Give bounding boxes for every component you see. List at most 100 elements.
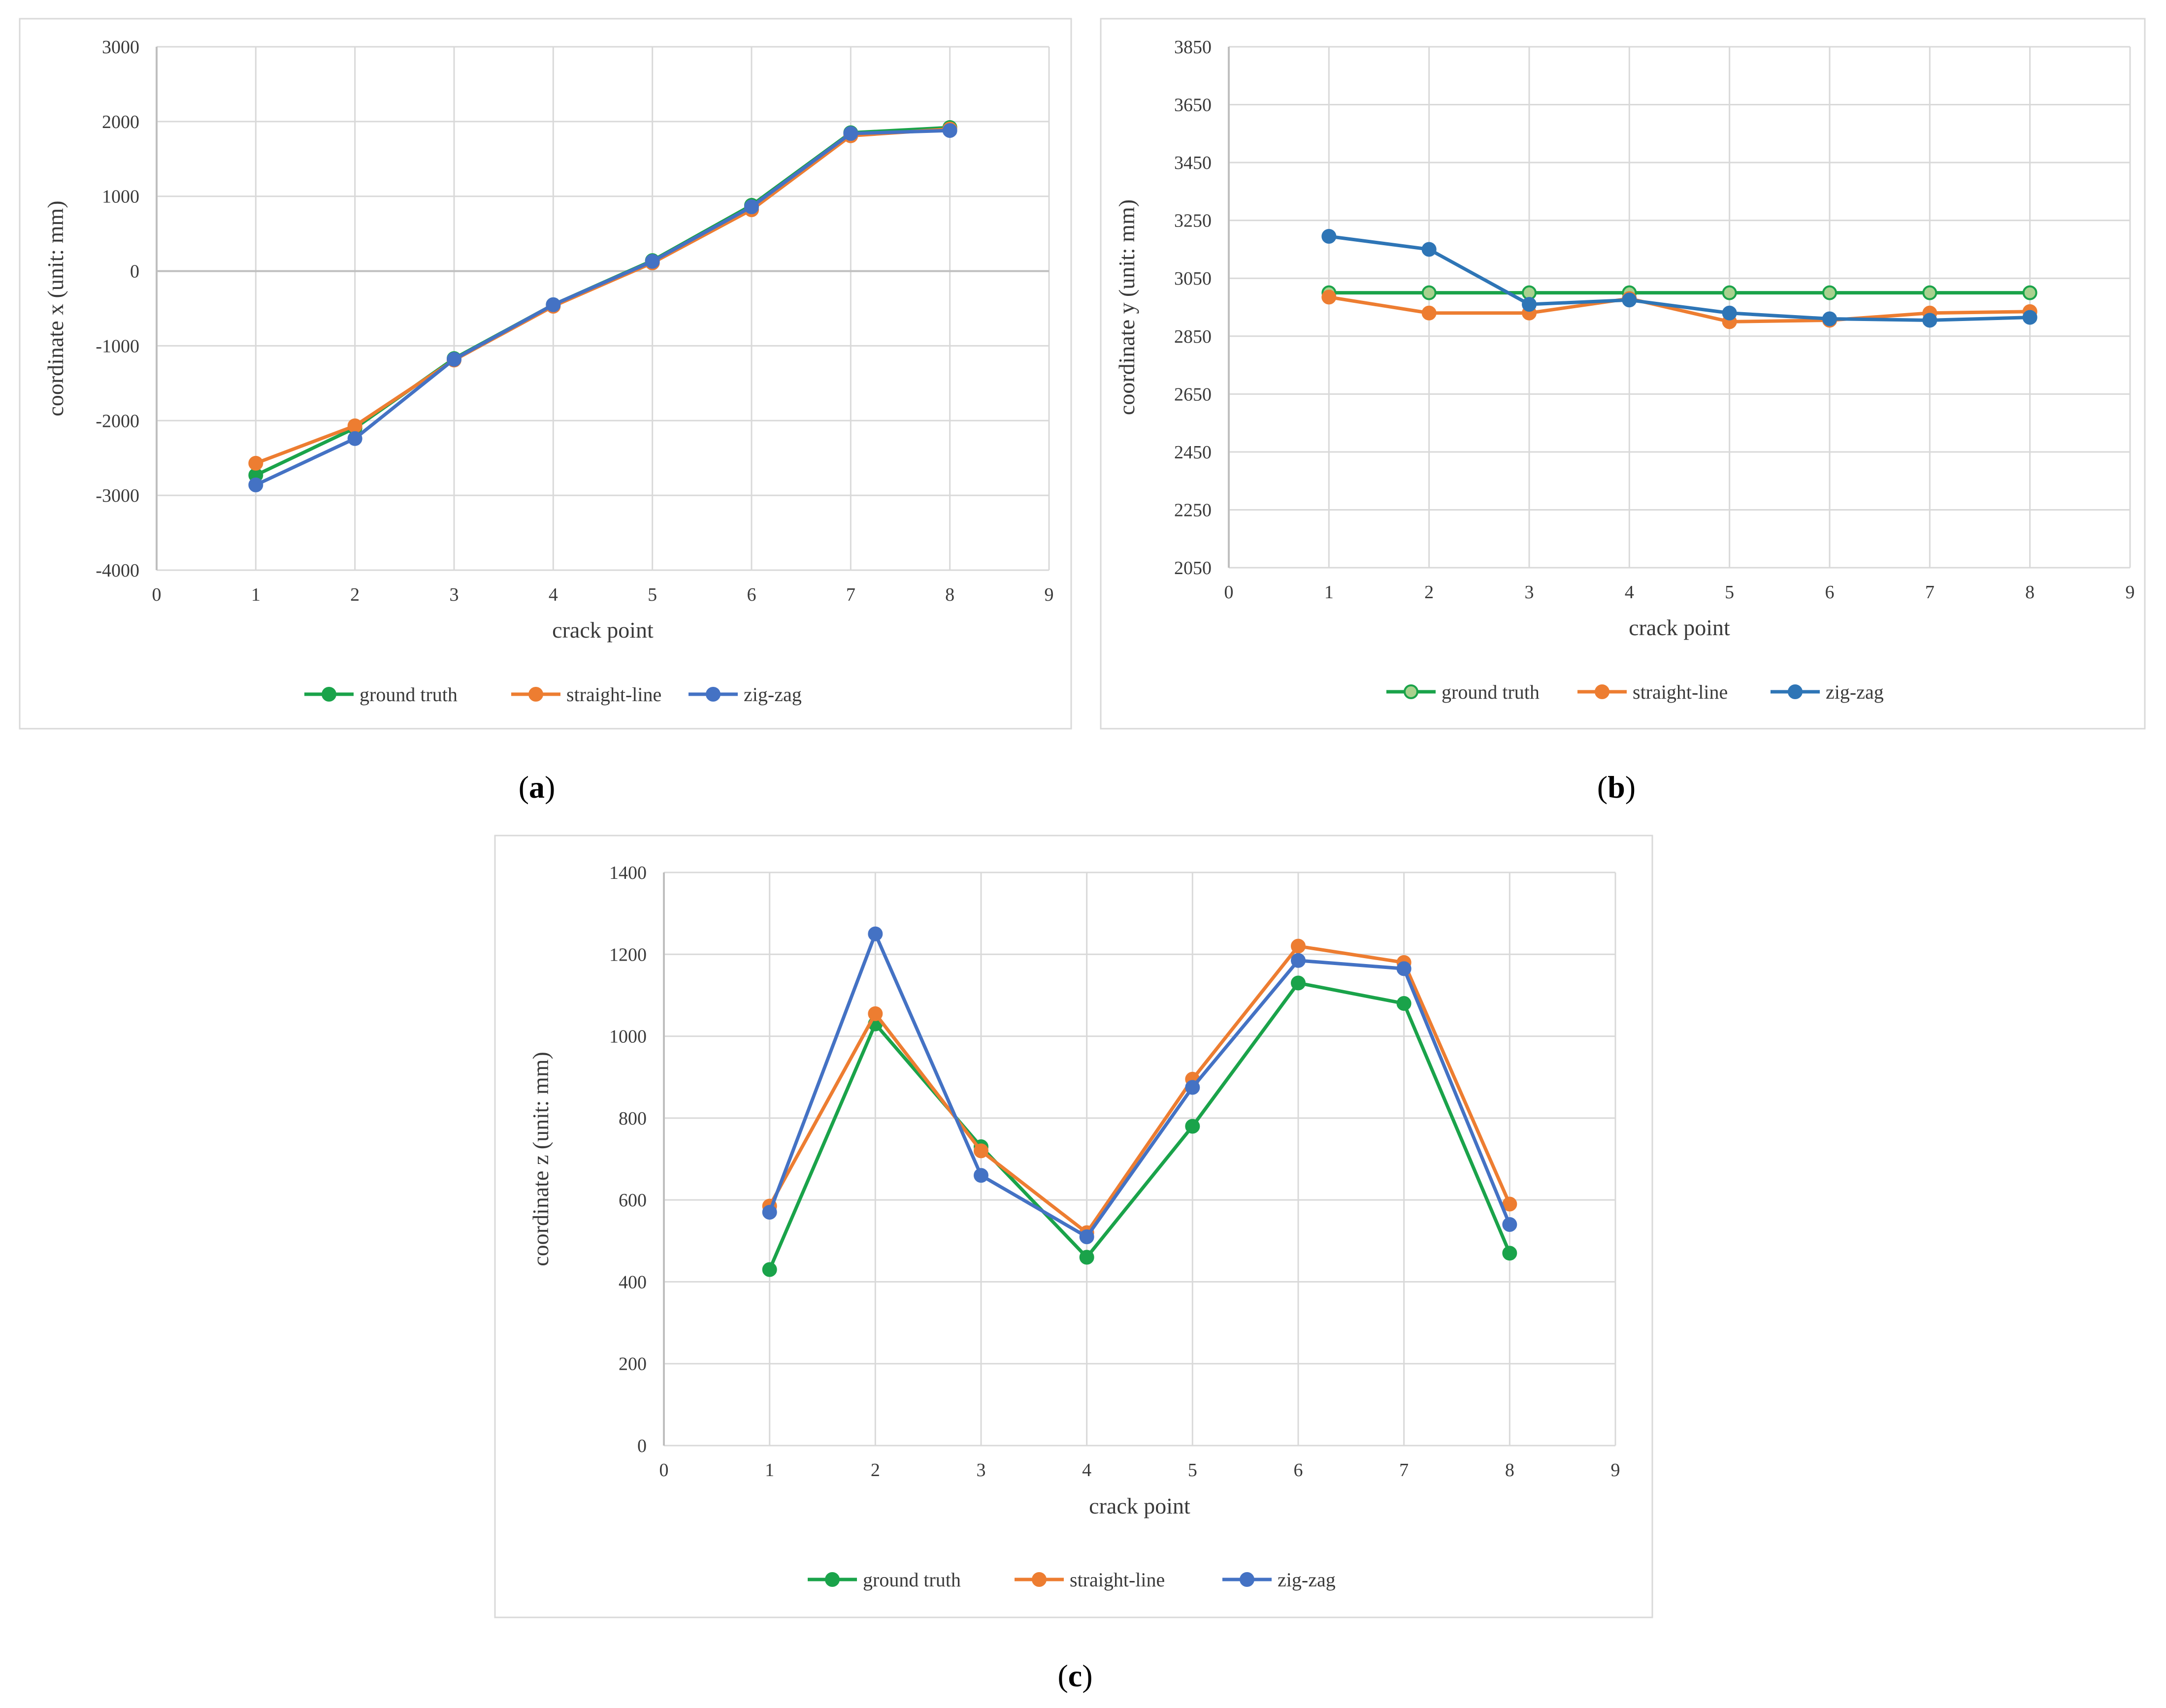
- y-tick-label: -3000: [96, 485, 139, 506]
- legend-label: straight-line: [566, 683, 661, 706]
- legend-item-straight-line: straight-line: [511, 683, 661, 706]
- data-point: [1421, 242, 1437, 257]
- data-point: [868, 926, 883, 941]
- y-tick-label: 3050: [1174, 268, 1212, 289]
- data-point: [1421, 305, 1437, 321]
- data-point: [762, 1262, 777, 1277]
- x-tick-label: 7: [1925, 582, 1935, 603]
- legend-item-ground-truth: ground truth: [1386, 681, 1540, 703]
- x-tick-label: 3: [977, 1460, 986, 1481]
- legend: ground truth straight-line zig-zag: [304, 683, 802, 706]
- panel-label-close-paren: ): [1082, 1658, 1092, 1693]
- x-tick-label: 6: [1825, 582, 1835, 603]
- x-axis-title: crack point: [1629, 615, 1730, 640]
- legend-label: straight-line: [1633, 681, 1728, 703]
- legend-marker: [322, 687, 336, 702]
- y-tick-label: 2450: [1174, 442, 1212, 463]
- x-tick-label: 3: [1525, 582, 1534, 603]
- legend-item-zig-zag: zig-zag: [689, 683, 802, 706]
- panel-label-open-paren: (: [1597, 770, 1608, 805]
- legend-marker: [1404, 684, 1418, 699]
- x-axis-title: crack point: [552, 617, 654, 643]
- x-tick-label: 9: [2126, 582, 2135, 603]
- legend-item-straight-line: straight-line: [1015, 1569, 1165, 1591]
- panel-label-close-paren: ): [545, 770, 555, 805]
- x-tick-label: 2: [1424, 582, 1434, 603]
- series-line: [768, 932, 1511, 1239]
- legend-marker: [1595, 684, 1609, 699]
- y-tick-label: 2650: [1174, 384, 1212, 405]
- x-tick-label: 9: [1611, 1460, 1620, 1481]
- x-tick-label: 0: [152, 584, 162, 605]
- data-point: [447, 352, 461, 367]
- legend-item-zig-zag: zig-zag: [1771, 681, 1884, 703]
- legend-item-straight-line: straight-line: [1577, 681, 1728, 703]
- chart-frame: [1100, 18, 2146, 730]
- x-tick-label: 8: [1505, 1460, 1514, 1481]
- legend-label: ground truth: [863, 1569, 961, 1591]
- panel-label: (a): [519, 770, 556, 805]
- y-tick-label: 1000: [609, 1027, 647, 1047]
- data-point: [1502, 1217, 1517, 1232]
- legend: ground truth straight-line zig-zag: [1386, 681, 1884, 703]
- x-tick-label: 0: [1224, 582, 1234, 603]
- x-tick-label: 1: [251, 584, 261, 605]
- y-tick-label: 2050: [1174, 558, 1212, 579]
- data-point: [843, 126, 858, 141]
- y-tick-label: -2000: [96, 411, 139, 431]
- gridlines: [663, 871, 1616, 1447]
- legend-label: zig-zag: [1278, 1569, 1336, 1591]
- y-tick-label: 3850: [1174, 37, 1212, 58]
- x-tick-label: 5: [648, 584, 657, 605]
- x-tick-labels: 0 1 2 3 4 5 6 7 8 9: [152, 584, 1054, 605]
- y-tick-label: 600: [619, 1190, 647, 1211]
- chart-panel-b: 2050225024502650285030503250345036503850…: [1100, 18, 2146, 805]
- chart-frame: [494, 835, 1653, 1618]
- x-tick-label: 1: [1324, 582, 1334, 603]
- y-axis-title: coordinate y (unit: mm): [1114, 199, 1139, 415]
- x-tick-label: 6: [747, 584, 756, 605]
- legend-marker: [528, 687, 543, 702]
- data-point: [1922, 313, 1937, 328]
- series-line: [768, 944, 1511, 1235]
- data-point: [1321, 290, 1337, 305]
- data-point: [248, 477, 263, 492]
- y-tick-label: 1200: [609, 944, 647, 965]
- data-point: [347, 431, 362, 446]
- data-point: [1622, 292, 1637, 308]
- y-tick-label: 3250: [1174, 211, 1212, 231]
- chart-panel-a: -4000 -3000 -2000 -1000 0 1000 2000 3000 0 1 2 3 4 5 6…: [19, 18, 1072, 805]
- data-point: [248, 455, 263, 471]
- legend-label: zig-zag: [744, 683, 802, 706]
- legend-label: zig-zag: [1826, 681, 1884, 703]
- legend-item-ground-truth: ground truth: [808, 1569, 961, 1591]
- data-point: [1396, 961, 1411, 976]
- y-tick-label: 2000: [102, 112, 139, 132]
- y-tick-label: 3450: [1174, 153, 1212, 173]
- x-axis-title: crack point: [1089, 1493, 1190, 1518]
- panel-label-open-paren: (: [519, 770, 529, 805]
- y-tick-label: 200: [619, 1354, 647, 1375]
- y-tick-labels: 2050 2250 2450 2650 2850 3050 3250 3450 3650 3850: [1174, 37, 1212, 579]
- y-tick-label: 2250: [1174, 500, 1212, 520]
- x-tick-label: 5: [1188, 1460, 1197, 1481]
- y-tick-label: 2850: [1174, 326, 1212, 347]
- chart-frame: [19, 18, 1072, 730]
- data-point: [974, 1168, 988, 1183]
- legend-marker: [1788, 684, 1803, 699]
- series-zig-zag: [248, 123, 957, 492]
- x-tick-label: 2: [871, 1460, 880, 1481]
- x-tick-label: 1: [765, 1460, 774, 1481]
- data-point: [2022, 310, 2037, 325]
- data-point: [1079, 1250, 1094, 1265]
- y-tick-label: 1400: [609, 863, 647, 883]
- data-point: [1502, 1246, 1517, 1261]
- y-axis-title: coordinate z (unit: mm): [528, 1052, 553, 1266]
- y-tick-label: 800: [619, 1108, 647, 1129]
- x-tick-label: 4: [1625, 582, 1634, 603]
- x-tick-label: 2: [350, 584, 360, 605]
- y-tick-label: -4000: [96, 560, 139, 581]
- data-point: [546, 297, 561, 312]
